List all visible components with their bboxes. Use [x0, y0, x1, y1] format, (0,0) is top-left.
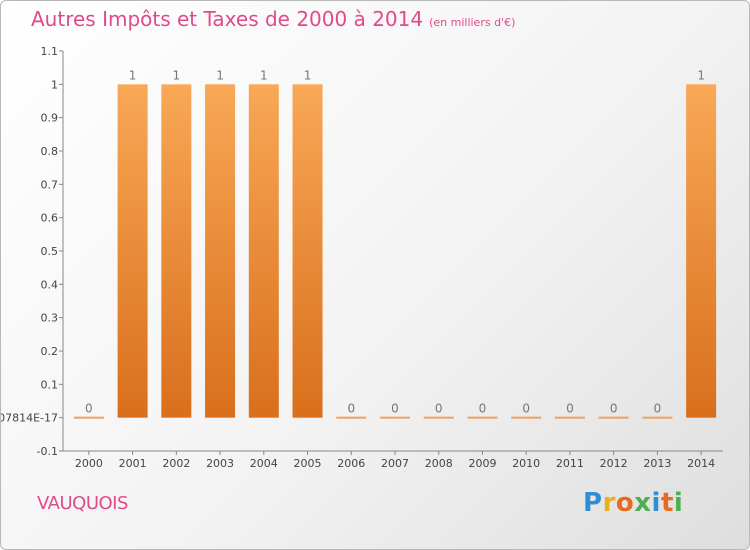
y-tick-label: 1.1: [41, 45, 59, 58]
y-tick-label: 0.9: [41, 112, 59, 125]
data-label: 0: [566, 402, 574, 416]
x-tick-label: 2012: [600, 457, 628, 470]
bar-2004: [248, 84, 279, 418]
data-label: 1: [216, 68, 224, 82]
logo-letter: P: [583, 488, 603, 518]
data-label: 0: [479, 402, 487, 416]
x-tick-label: 2003: [206, 457, 234, 470]
y-tick-label: -0.1: [37, 445, 58, 458]
y-tick-label: 0.5: [41, 245, 59, 258]
data-label: 0: [522, 402, 530, 416]
x-tick-label: 2008: [425, 457, 453, 470]
chart-bars: [73, 84, 717, 419]
bar-2006: [336, 416, 367, 419]
bar-2014: [686, 84, 717, 418]
data-label: 0: [435, 402, 443, 416]
x-tick-label: 2009: [468, 457, 496, 470]
x-tick-label: 2006: [337, 457, 365, 470]
bar-2003: [205, 84, 236, 418]
y-tick-label: 0.3: [41, 312, 59, 325]
bar-2012: [598, 416, 629, 419]
x-tick-label: 2014: [687, 457, 715, 470]
bar-2000: [73, 416, 104, 419]
x-tick-label: 2005: [294, 457, 322, 470]
y-tick-label: 0.6: [41, 212, 59, 225]
logo-letter: i: [651, 488, 661, 518]
bar-2001: [117, 84, 148, 418]
chart-title: Autres Impôts et Taxes de 2000 à 2014 (en…: [31, 7, 515, 31]
logo-letter: o: [615, 488, 635, 518]
x-tick-label: 2004: [250, 457, 278, 470]
y-tick-label: 1: [51, 78, 58, 91]
y-tick-label: 1.3877787807814E-17: [1, 412, 58, 425]
y-tick-label: 0.4: [41, 278, 59, 291]
bar-2010: [511, 416, 542, 419]
x-tick-label: 2010: [512, 457, 540, 470]
data-label: 1: [129, 68, 137, 82]
x-tick-label: 2002: [162, 457, 190, 470]
x-tick-label: 2000: [75, 457, 103, 470]
data-label: 1: [260, 68, 268, 82]
proxiti-logo: Proxiti: [583, 488, 683, 518]
x-tick-label: 2011: [556, 457, 584, 470]
bar-2011: [554, 416, 585, 419]
y-tick-label: 0.2: [41, 345, 59, 358]
x-tick-label: 2007: [381, 457, 409, 470]
bar-2008: [423, 416, 454, 419]
bar-2005: [292, 84, 323, 418]
logo-letter: i: [673, 488, 684, 518]
chart-axes: -0.1 1.3877787807814E-17 0.1 0.2 0.3 0.4 0.5 0.…: [1, 45, 723, 470]
bar-2007: [380, 416, 410, 419]
y-tick-label: 0.8: [41, 145, 59, 158]
commune-name: VAUQUOIS: [37, 493, 128, 514]
y-tick-label: 0.1: [41, 378, 59, 391]
logo-letter: t: [660, 488, 674, 518]
data-label: 0: [347, 402, 355, 416]
bar-2013: [642, 416, 673, 419]
data-label: 1: [173, 68, 181, 82]
data-label: 0: [610, 402, 618, 416]
data-label: 0: [654, 402, 662, 416]
data-label: 0: [85, 402, 93, 416]
data-label: 0: [391, 402, 399, 416]
chart-title-main: Autres Impôts et Taxes de 2000 à 2014: [31, 7, 424, 31]
chart-title-unit: (en milliers d'€): [429, 16, 516, 29]
logo-letter: r: [602, 488, 616, 518]
x-tick-label: 2013: [643, 457, 671, 470]
x-tick-label: 2001: [119, 457, 147, 470]
y-tick-label: 0.7: [41, 178, 59, 191]
bar-2009: [467, 416, 498, 419]
data-label: 1: [697, 68, 705, 82]
data-label: 1: [304, 68, 312, 82]
logo-letter: x: [634, 488, 652, 518]
chart-labels: 0 1 1 1 1 1 0 0 0 0 0 0 0 0 1: [85, 68, 705, 415]
bar-2002: [161, 84, 192, 418]
